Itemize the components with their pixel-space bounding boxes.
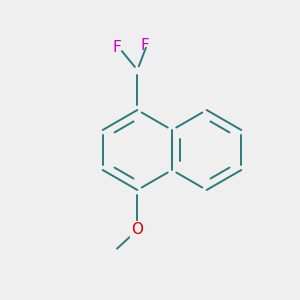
Text: O: O — [131, 223, 143, 238]
Text: F: F — [113, 40, 122, 55]
Text: F: F — [141, 38, 150, 52]
